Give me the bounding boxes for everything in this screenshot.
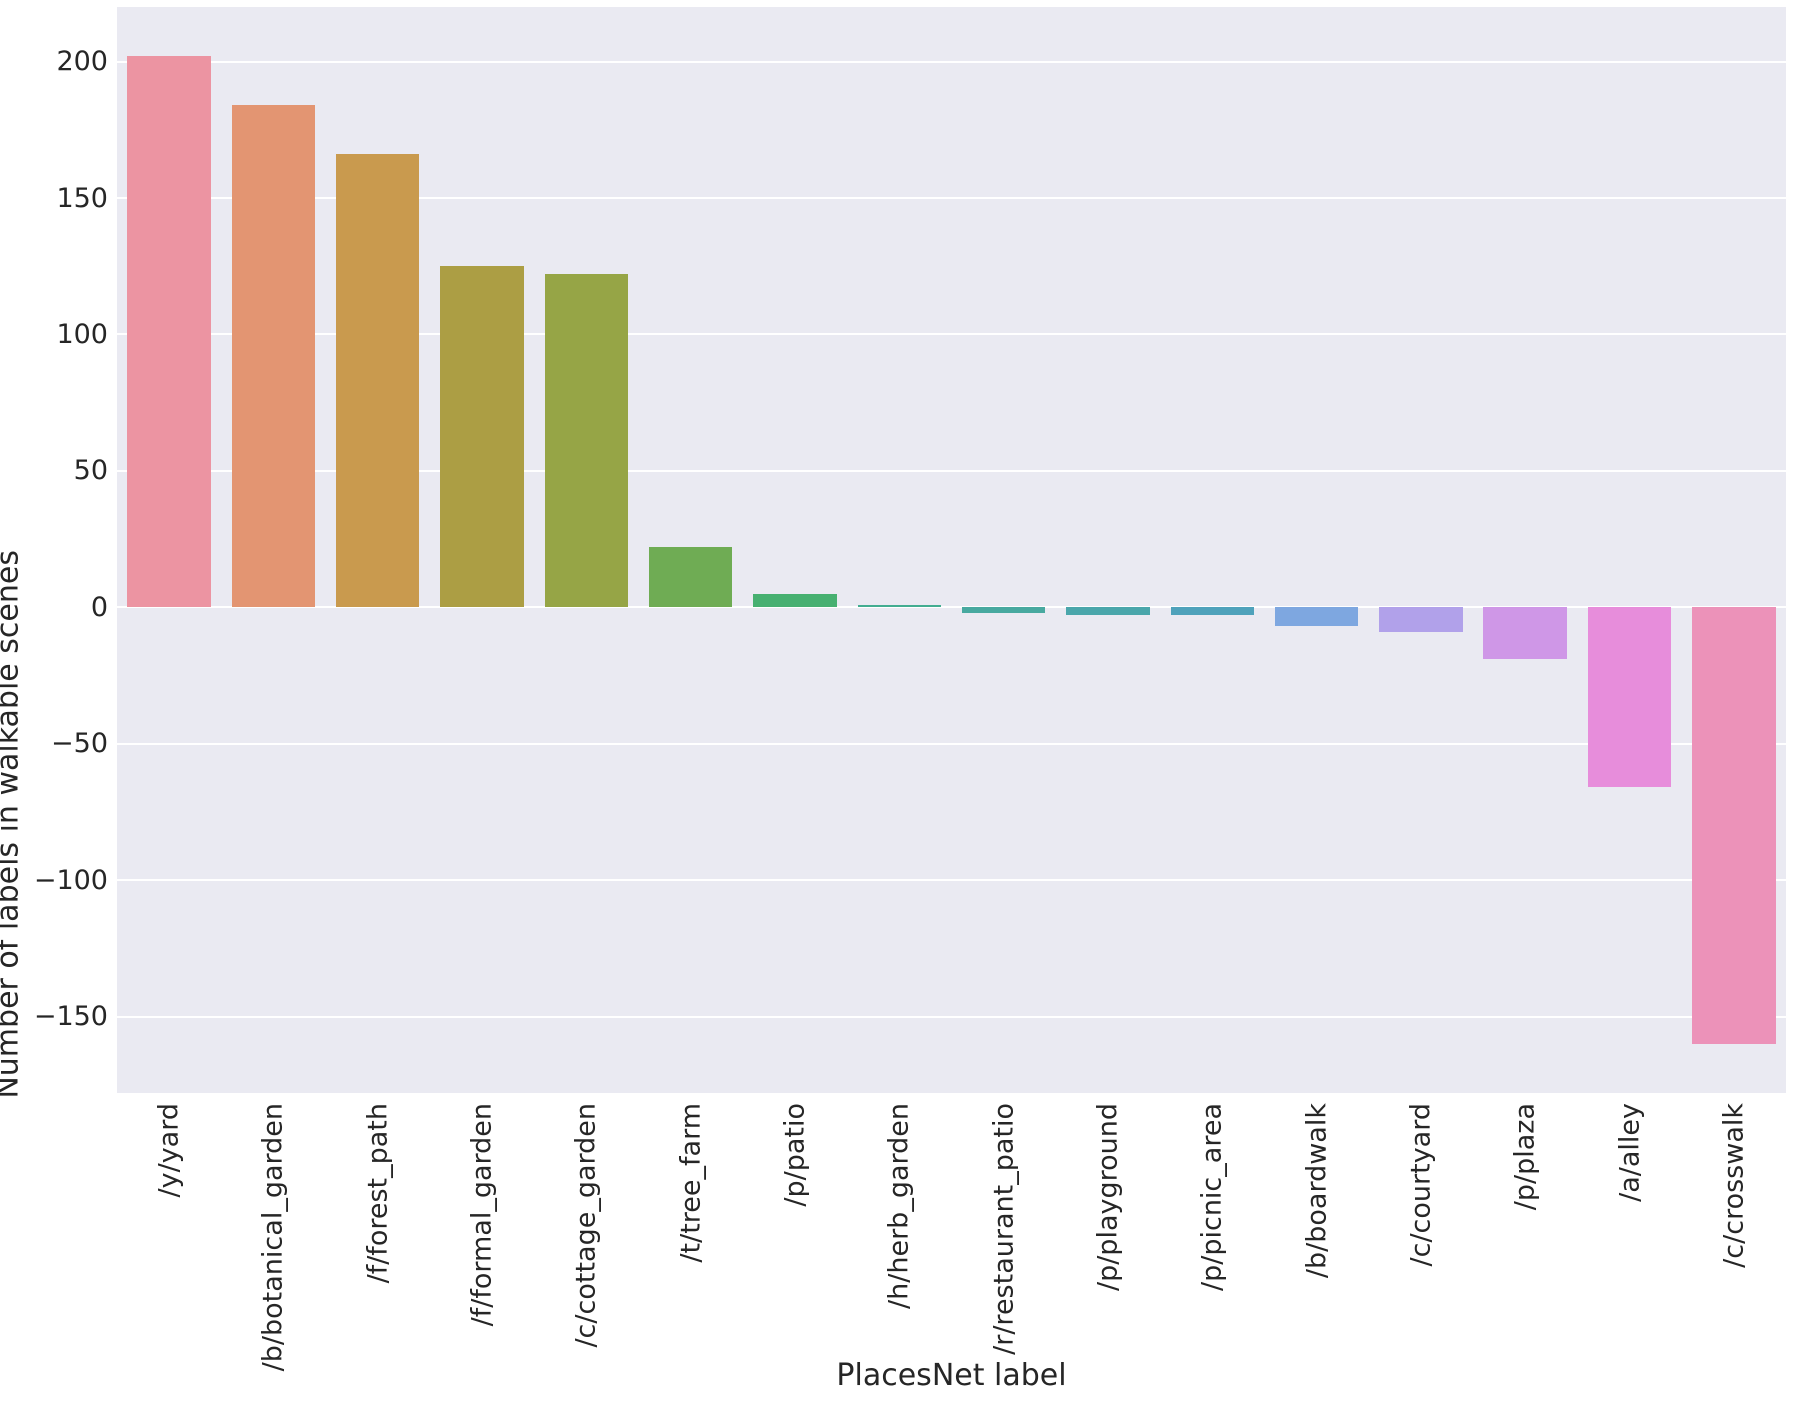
bar-/b/botanical_garden [231,105,316,608]
gridline--50 [117,742,1786,745]
y-tick-label-150: 150 [56,182,108,214]
bar-/c/courtyard [1379,607,1463,632]
x-tick-label-/r/restaurant_patio: /r/restaurant_patio [988,1103,1019,1359]
gridline--100 [117,879,1786,882]
x-tick-label-text: /p/playground [1092,1103,1124,1292]
x-tick-label-/t/tree_farm: /t/tree_farm [675,1103,706,1267]
bar-/b/boardwalk [1274,607,1359,627]
x-tick-label-text: /p/patio [779,1103,811,1207]
y-tick-label-50: 50 [73,455,108,487]
y-tick-label--150: −150 [33,1001,108,1033]
x-tick-label-text: /y/yard [153,1103,185,1198]
x-tick-label-text: /c/courtyard [1405,1103,1437,1267]
x-tick-label-text: /h/herb_garden [883,1103,915,1309]
x-tick-label-text: /f/forest_path [362,1103,394,1284]
y-tick-label--100: −100 [33,864,108,896]
bar-/f/formal_garden [440,266,524,608]
x-tick-label-text: /r/restaurant_patio [988,1103,1020,1355]
bar-/t/tree_farm [648,547,733,608]
gridline-150 [117,197,1786,199]
y-tick-label-0: 0 [90,591,108,623]
y-tick-label-200: 200 [56,46,108,78]
x-tick-label-/b/boardwalk: /b/boardwalk [1301,1103,1332,1282]
y-axis-label: Number of labels in walkable scenes [0,550,43,1103]
x-tick-label-/f/forest_path: /f/forest_path [362,1103,393,1287]
x-tick-label-text: /p/picnic_area [1196,1103,1228,1291]
plot-area [117,7,1786,1093]
x-tick-label-/p/patio: /p/patio [780,1103,811,1211]
x-tick-label-/p/playground: /p/playground [1092,1103,1123,1295]
bar-/h/herb_garden [857,604,942,608]
bar-/f/forest_path [336,154,420,608]
x-tick-label-text: /b/boardwalk [1301,1103,1333,1279]
x-tick-label-/c/crosswalk: /c/crosswalk [1718,1103,1749,1272]
bar-/p/picnic_area [1170,607,1254,616]
x-tick-label-text: /c/cottage_garden [570,1103,602,1348]
x-tick-label-/y/yard: /y/yard [154,1103,185,1201]
gridline-100 [117,333,1786,336]
bar-/p/patio [753,593,837,608]
bar-/c/cottage_garden [544,274,629,608]
gridline--150 [117,1015,1786,1018]
bar-/c/crosswalk [1692,607,1776,1044]
x-tick-label-text: /p/plaza [1509,1103,1541,1211]
x-tick-label-/c/courtyard: /c/courtyard [1405,1103,1436,1271]
gridline-200 [117,60,1786,63]
x-tick-label-text: /c/crosswalk [1718,1103,1750,1268]
x-tick-label-/f/formal_garden: /f/formal_garden [467,1103,498,1330]
gridline-50 [117,469,1786,472]
x-tick-label-/p/picnic_area: /p/picnic_area [1197,1103,1228,1295]
bar-/a/alley [1587,607,1672,788]
x-tick-label-text: /a/alley [1614,1103,1646,1202]
x-tick-label-/b/botanical_garden: /b/botanical_garden [258,1103,289,1375]
bar-/y/yard [127,56,211,608]
gridline-0 [117,606,1786,609]
x-tick-label-/c/cottage_garden: /c/cottage_garden [571,1103,602,1352]
bar-/p/playground [1066,607,1150,616]
x-tick-label-text: /b/botanical_garden [257,1103,289,1372]
x-tick-label-/p/plaza: /p/plaza [1510,1103,1541,1214]
x-tick-label-text: /f/formal_garden [466,1103,498,1327]
x-tick-label-/a/alley: /a/alley [1614,1103,1645,1206]
x-tick-label-/h/herb_garden: /h/herb_garden [884,1103,915,1313]
y-tick-label--50: −50 [51,728,108,760]
y-axis-label-text: Number of labels in walkable scenes [0,550,26,1099]
bar-/p/plaza [1483,607,1567,660]
bar-/r/restaurant_patio [961,607,1046,613]
y-tick-label-100: 100 [56,318,108,350]
x-tick-label-text: /t/tree_farm [675,1103,707,1263]
x-axis-label: PlacesNet label [836,1358,1067,1393]
